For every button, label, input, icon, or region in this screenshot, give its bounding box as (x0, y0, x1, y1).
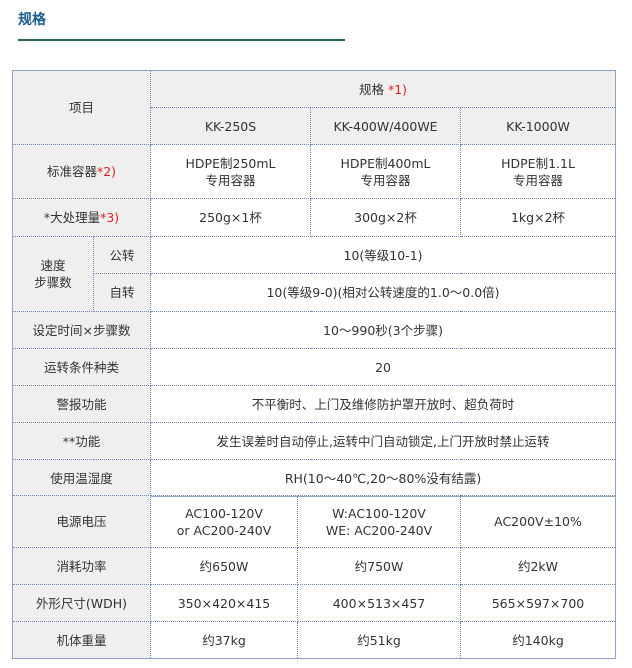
row-label: 机体重量 (12, 621, 151, 659)
cell: 约2kW (460, 547, 616, 585)
spec-table-lower: 电源电压 AC100-120V or AC200-240V W:AC100-120… (12, 495, 616, 659)
table-row: 设定时间×步骤数 10～990秒(3个步骤) (11, 311, 617, 349)
cell: HDPE制250mL 专用容器 (150, 144, 312, 199)
table-row: 警报功能 不平衡时、上门及维修防护罩开放时、超负荷时 (11, 385, 617, 423)
model-row: KK-250S KK-400W/400WE KK-1000W (13, 107, 617, 145)
table-row: 外形尺寸(WDH) 350×420×415 400×513×457 565×59… (12, 584, 616, 622)
cell: 400×513×457 (297, 584, 461, 622)
table-row: 电源电压 AC100-120V or AC200-240V W:AC100-120… (12, 495, 616, 548)
row-label: 标准容器*2) (11, 144, 152, 199)
sub-label: 自转 (92, 273, 152, 312)
row-label: 运转条件种类 (11, 348, 152, 386)
cell: HDPE制400mL 专用容器 (310, 144, 462, 199)
cell: 不平衡时、上门及维修防护罩开放时、超负荷时 (150, 385, 617, 423)
cell: 约51kg (297, 621, 461, 659)
cell: 20 (150, 348, 617, 386)
title-underline (18, 39, 345, 41)
cell: 350×420×415 (150, 584, 298, 622)
header-row: 项目 规格 *1) (11, 70, 617, 145)
table-row: 运转条件种类 20 (11, 348, 617, 386)
model-name: KK-400W/400WE (310, 107, 462, 145)
section-title: 规格 (18, 12, 46, 28)
cell: RH(10～40℃,20～80%没有结露) (150, 459, 617, 497)
row-label: 外形尺寸(WDH) (12, 584, 151, 622)
cell: 发生误差时自动停止,运转中门自动锁定,上门开放时禁止运转 (150, 422, 617, 460)
row-label: 速度 步骤数 (12, 236, 94, 312)
row-label: 设定时间×步骤数 (11, 311, 152, 349)
row-label: 电源电压 (12, 495, 151, 548)
header-spec: 规格 *1) (150, 70, 617, 108)
cell: 250g×1杯 (150, 198, 312, 237)
cell: 10～990秒(3个步骤) (150, 311, 617, 349)
row-label: *大处理量*3) (11, 198, 152, 237)
table-row: 自转 10(等级9-0)(相对公转速度的1.0～0.0倍) (13, 273, 617, 312)
header-item: 项目 (11, 70, 152, 145)
table-row: 标准容器*2) HDPE制250mL 专用容器 HDPE制400mL 专用容器 HD… (11, 144, 617, 199)
cell: 约750W (297, 547, 461, 585)
row-label: **功能 (11, 422, 152, 460)
sub-label: 公转 (92, 236, 152, 274)
table-row: 使用温湿度 RH(10～40℃,20～80%没有结露) (11, 459, 617, 497)
row-label: 使用温湿度 (11, 459, 152, 497)
cell: 约650W (150, 547, 298, 585)
cell: HDPE制1.1L 专用容器 (460, 144, 617, 199)
cell: 约140kg (460, 621, 616, 659)
table-row: *大处理量*3) 250g×1杯 300g×2杯 1kg×2杯 (11, 198, 617, 237)
model-name: KK-250S (150, 107, 312, 145)
table-row: 机体重量 约37kg 约51kg 约140kg (12, 621, 616, 659)
cell: 10(等级9-0)(相对公转速度的1.0～0.0倍) (150, 273, 617, 312)
cell: 1kg×2杯 (460, 198, 617, 237)
cell: W:AC100-120V WE: AC200-240V (297, 495, 461, 548)
cell: 565×597×700 (460, 584, 616, 622)
cell: 300g×2杯 (310, 198, 462, 237)
cell: AC200V±10% (460, 495, 616, 548)
row-label: 消耗功率 (12, 547, 151, 585)
cell: 10(等级10-1) (150, 236, 617, 274)
cell: AC100-120V or AC200-240V (150, 495, 298, 548)
table-row: **功能 发生误差时自动停止,运转中门自动锁定,上门开放时禁止运转 (11, 422, 617, 460)
cell: 约37kg (150, 621, 298, 659)
row-label: 警报功能 (11, 385, 152, 423)
model-name: KK-1000W (460, 107, 617, 145)
table-row: 速度 步骤数 公转 10(等级10-1) (12, 236, 617, 312)
spec-table-upper: 项目 规格 *1) KK-250S KK-400W/400WE KK-1000W… (11, 70, 617, 497)
table-row: 消耗功率 约650W 约750W 约2kW (12, 547, 616, 585)
